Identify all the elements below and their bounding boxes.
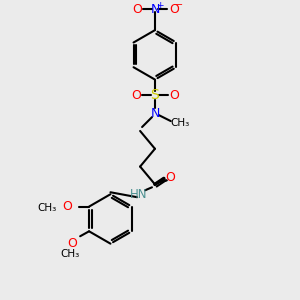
Text: N: N [150,107,160,120]
Text: O: O [169,89,179,102]
Text: O: O [165,171,175,184]
Text: +: + [156,1,164,10]
Text: S: S [151,88,159,102]
Text: HN: HN [129,188,147,201]
Text: O: O [132,3,142,16]
Text: −: − [175,0,183,11]
Text: O: O [131,89,141,102]
Text: CH₃: CH₃ [61,249,80,259]
Text: CH₃: CH₃ [37,202,56,213]
Text: CH₃: CH₃ [170,118,189,128]
Text: O: O [169,3,179,16]
Text: O: O [62,200,72,213]
Text: N: N [150,3,160,16]
Text: O: O [67,237,77,250]
